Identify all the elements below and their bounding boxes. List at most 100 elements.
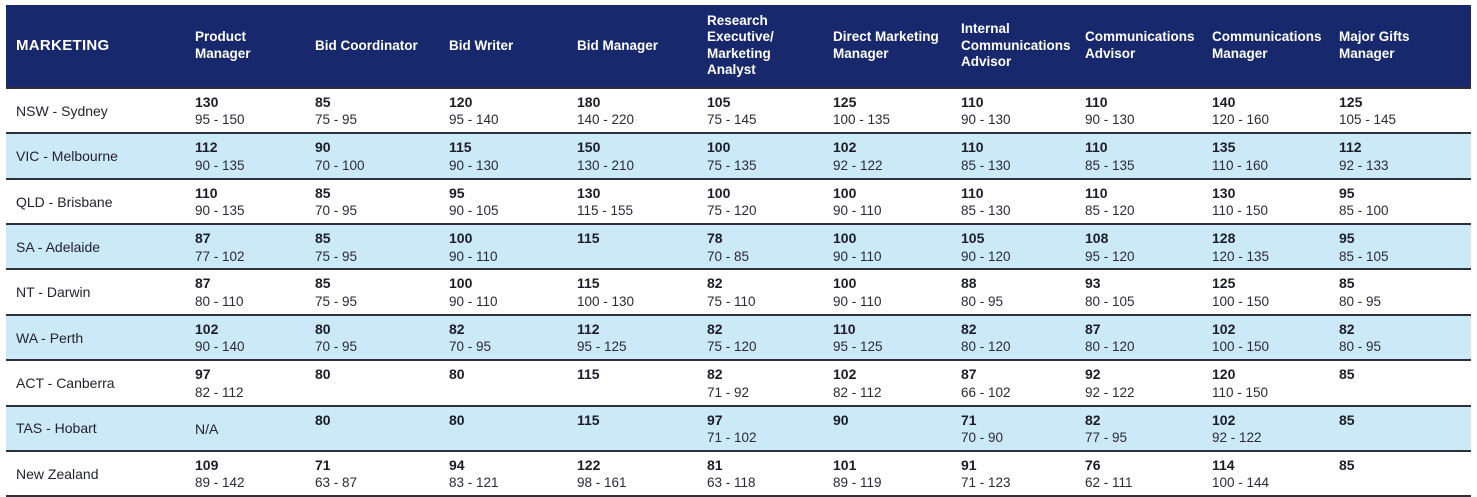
salary-cell: 85 80 - 95 xyxy=(1330,268,1471,315)
salary-cell: 80 xyxy=(440,404,568,451)
salary-range: 85 - 120 xyxy=(1085,203,1135,219)
salary-range: 95 - 140 xyxy=(449,112,499,128)
salary-cell: 82 71 - 92 xyxy=(698,359,824,406)
salary-cell: 140 120 - 160 xyxy=(1203,86,1330,134)
salary-range: 66 - 102 xyxy=(961,384,1011,400)
salary-cell: 95 85 - 105 xyxy=(1330,222,1471,270)
salary-cell: 100 75 - 120 xyxy=(698,177,824,224)
salary-median: 85 xyxy=(1339,275,1355,292)
salary-not-available: N/A xyxy=(195,420,219,437)
salary-median: 85 xyxy=(315,275,331,292)
salary-cell: 115 90 - 130 xyxy=(440,132,568,179)
salary-cell: 100 90 - 110 xyxy=(440,222,568,270)
salary-range: 90 - 110 xyxy=(833,248,882,264)
salary-range: 75 - 120 xyxy=(707,339,757,355)
salary-range: 90 - 130 xyxy=(449,157,499,173)
salary-range: 77 - 102 xyxy=(195,248,245,264)
salary-median: 102 xyxy=(833,139,857,156)
salary-median: 110 xyxy=(833,320,856,337)
salary-cell: 108 95 - 120 xyxy=(1076,222,1203,270)
salary-cell: 71 63 - 87 xyxy=(306,449,440,497)
salary-median: 100 xyxy=(707,139,731,156)
salary-cell: 85 75 - 95 xyxy=(306,86,440,134)
header-cell-product-manager: Product Manager xyxy=(186,5,306,88)
salary-range: 90 - 110 xyxy=(833,203,882,219)
salary-median: 82 xyxy=(1085,411,1101,428)
salary-cell: 115 xyxy=(568,222,698,270)
salary-cell: 109 89 - 142 xyxy=(186,449,306,497)
salary-range: 75 - 135 xyxy=(707,157,757,173)
salary-median: 125 xyxy=(833,93,857,110)
salary-median: 100 xyxy=(833,184,857,201)
salary-median: 128 xyxy=(1212,230,1236,246)
salary-cell: 82 80 - 120 xyxy=(952,313,1076,361)
salary-cell: 135 110 - 160 xyxy=(1203,132,1330,179)
region-label: TAS - Hobart xyxy=(6,404,186,451)
salary-median: 85 xyxy=(1339,366,1355,383)
salary-median: 102 xyxy=(1212,320,1236,337)
salary-cell: 125 105 - 145 xyxy=(1330,86,1471,134)
salary-range: 98 - 161 xyxy=(577,475,627,491)
salary-median: 120 xyxy=(449,93,473,110)
salary-range: 80 - 110 xyxy=(195,293,244,309)
salary-range: 110 - 150 xyxy=(1212,384,1269,400)
salary-range: 85 - 105 xyxy=(1339,248,1389,264)
salary-cell: 130 110 - 150 xyxy=(1203,177,1330,224)
salary-median: 82 xyxy=(707,275,723,292)
salary-range: 80 - 95 xyxy=(1339,339,1382,355)
salary-range: 90 - 110 xyxy=(449,248,498,264)
salary-cell: 115 100 - 130 xyxy=(568,268,698,315)
table-row: ACT - Canberra 97 82 - 112 80 80 115 82 71 - 92… xyxy=(6,359,1471,406)
salary-median: 180 xyxy=(577,93,601,110)
salary-cell: 110 95 - 125 xyxy=(824,313,952,361)
region-label: NT - Darwin xyxy=(6,268,186,315)
salary-range: 110 - 150 xyxy=(1212,203,1269,219)
salary-median: 115 xyxy=(577,275,600,292)
salary-cell: 87 80 - 110 xyxy=(186,268,306,315)
salary-median: 110 xyxy=(961,93,984,110)
salary-cell: 80 xyxy=(306,359,440,406)
salary-range: 120 - 160 xyxy=(1212,112,1270,128)
salary-range: 100 - 130 xyxy=(577,293,635,309)
salary-range: 90 - 130 xyxy=(961,112,1011,128)
salary-median: 82 xyxy=(961,320,977,337)
salary-cell: 100 90 - 110 xyxy=(440,268,568,315)
salary-cell: 95 85 - 100 xyxy=(1330,177,1471,224)
salary-range: 90 - 110 xyxy=(449,293,498,309)
salary-range: 82 - 112 xyxy=(833,384,882,400)
salary-median: 87 xyxy=(1085,320,1101,337)
salary-cell: 100 90 - 110 xyxy=(824,222,952,270)
salary-range: 95 - 125 xyxy=(577,339,627,355)
salary-median: 125 xyxy=(1212,275,1236,292)
salary-range: 95 - 120 xyxy=(1085,248,1135,264)
salary-median: 80 xyxy=(315,411,331,428)
salary-cell: 115 xyxy=(568,359,698,406)
salary-range: 80 - 120 xyxy=(961,339,1011,355)
salary-cell: 130 95 - 150 xyxy=(186,86,306,134)
salary-cell: 97 71 - 102 xyxy=(698,404,824,451)
salary-range: 70 - 95 xyxy=(315,339,358,355)
salary-cell: 85 75 - 95 xyxy=(306,222,440,270)
salary-cell: 128 120 - 135 xyxy=(1203,222,1330,270)
salary-range: 130 - 210 xyxy=(577,157,635,173)
salary-range: 75 - 145 xyxy=(707,112,757,128)
salary-cell: 114 100 - 144 xyxy=(1203,449,1330,497)
table-row: WA - Perth 102 90 - 140 80 70 - 95 82 70 - 95 1… xyxy=(6,313,1471,361)
header-cell-major-gifts-manager: Major Gifts Manager xyxy=(1330,5,1471,88)
salary-range: 140 - 220 xyxy=(577,112,635,128)
salary-range: 63 - 118 xyxy=(707,475,756,491)
salary-cell: 85 xyxy=(1330,449,1471,497)
salary-median: 82 xyxy=(449,320,465,337)
salary-range: 85 - 100 xyxy=(1339,203,1389,219)
salary-median: 102 xyxy=(833,366,857,383)
region-label: New Zealand xyxy=(6,449,186,497)
table-row: VIC - Melbourne 112 90 - 135 90 70 - 100 115 9… xyxy=(6,132,1471,179)
region-label: ACT - Canberra xyxy=(6,359,186,406)
salary-cell: 80 xyxy=(440,359,568,406)
salary-cell: 105 75 - 145 xyxy=(698,86,824,134)
salary-cell: 88 80 - 95 xyxy=(952,268,1076,315)
salary-range: 75 - 110 xyxy=(707,293,756,309)
salary-median: 87 xyxy=(195,275,211,292)
salary-median: 93 xyxy=(1085,275,1101,292)
salary-range: 75 - 95 xyxy=(315,112,358,128)
